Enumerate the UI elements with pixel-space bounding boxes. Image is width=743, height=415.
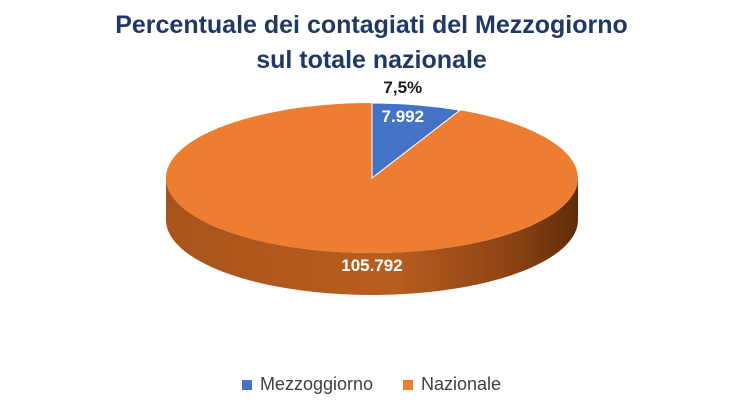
- legend-item-mezzoggiorno: Mezzoggiorno: [241, 374, 373, 395]
- legend-swatch-nazionale: [403, 379, 413, 390]
- legend-swatch-mezzoggiorno: [241, 379, 252, 390]
- legend-item-nazionale: Nazionale: [403, 374, 501, 395]
- legend-label-nazionale: Nazionale: [421, 374, 502, 394]
- pie-side-nazionale: [166, 178, 578, 295]
- data-label-percent: 7,5%: [383, 78, 422, 97]
- legend: Mezzoggiorno Nazionale: [0, 374, 743, 395]
- legend-label-mezzoggiorno: Mezzoggiorno: [259, 374, 373, 394]
- chart-title-line-1: Percentuale dei contagiati del Mezzogior…: [115, 11, 628, 39]
- data-label-nazionale: 105.792: [341, 256, 402, 275]
- chart-title: Percentuale dei contagiati del Mezzogior…: [0, 8, 743, 78]
- data-label-mezzoggiorno: 7.992: [382, 107, 425, 126]
- chart-title-line-2: sul totale nazionale: [256, 46, 487, 74]
- pie-slice-mezzoggiorno: [371, 102, 462, 180]
